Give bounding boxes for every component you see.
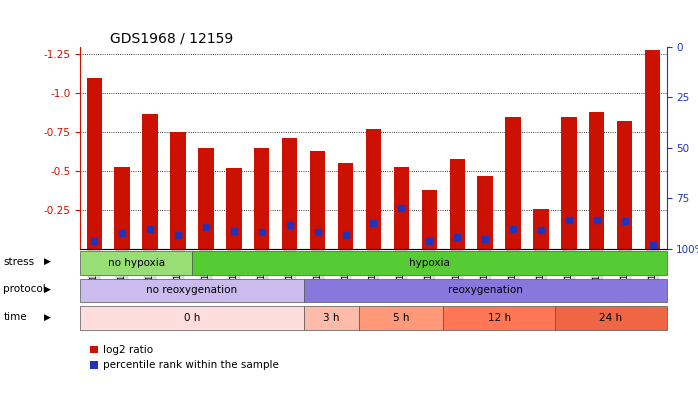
- Bar: [477, 176, 493, 249]
- Text: no hypoxia: no hypoxia: [107, 258, 165, 268]
- Bar: [142, 113, 158, 249]
- Bar: [450, 159, 465, 249]
- Point: [535, 227, 547, 233]
- Bar: [589, 112, 604, 249]
- Bar: [254, 148, 269, 249]
- Point: [368, 220, 379, 226]
- Text: protocol: protocol: [3, 284, 46, 294]
- Bar: [114, 166, 130, 249]
- Point: [424, 238, 435, 245]
- Point: [619, 218, 630, 224]
- Bar: [310, 151, 325, 249]
- Bar: [87, 78, 102, 249]
- Bar: [645, 50, 660, 249]
- Bar: [366, 129, 381, 249]
- Point: [256, 228, 267, 235]
- Point: [200, 224, 211, 230]
- Text: reoxygenation: reoxygenation: [447, 286, 523, 295]
- Text: 24 h: 24 h: [599, 313, 623, 323]
- Bar: [338, 163, 353, 249]
- Text: ▶: ▶: [44, 285, 51, 294]
- Bar: [533, 209, 549, 249]
- Point: [480, 236, 491, 242]
- Legend: log2 ratio, percentile rank within the sample: log2 ratio, percentile rank within the s…: [85, 341, 283, 375]
- Point: [89, 237, 100, 244]
- Bar: [282, 139, 297, 249]
- Text: ▶: ▶: [44, 312, 51, 322]
- Point: [312, 229, 323, 236]
- Text: hypoxia: hypoxia: [409, 258, 450, 268]
- Point: [563, 217, 574, 223]
- Text: 0 h: 0 h: [184, 313, 200, 323]
- Bar: [394, 166, 409, 249]
- Bar: [170, 132, 186, 249]
- Point: [117, 229, 128, 236]
- Point: [591, 217, 602, 224]
- Point: [507, 226, 519, 232]
- Point: [172, 232, 184, 238]
- Point: [452, 234, 463, 241]
- Text: GDS1968 / 12159: GDS1968 / 12159: [110, 32, 233, 45]
- Bar: [422, 190, 437, 249]
- Bar: [617, 122, 632, 249]
- Text: no reoxygenation: no reoxygenation: [147, 286, 237, 295]
- Bar: [505, 117, 521, 249]
- Text: time: time: [3, 312, 27, 322]
- Bar: [226, 168, 242, 249]
- Bar: [198, 148, 214, 249]
- Point: [396, 205, 407, 211]
- Text: stress: stress: [3, 257, 35, 267]
- Point: [144, 226, 156, 232]
- Point: [340, 232, 351, 239]
- Point: [228, 228, 239, 234]
- Text: 5 h: 5 h: [393, 313, 410, 323]
- Text: ▶: ▶: [44, 257, 51, 266]
- Point: [647, 242, 658, 248]
- Text: 3 h: 3 h: [323, 313, 340, 323]
- Text: 12 h: 12 h: [487, 313, 511, 323]
- Point: [284, 222, 295, 228]
- Bar: [561, 117, 577, 249]
